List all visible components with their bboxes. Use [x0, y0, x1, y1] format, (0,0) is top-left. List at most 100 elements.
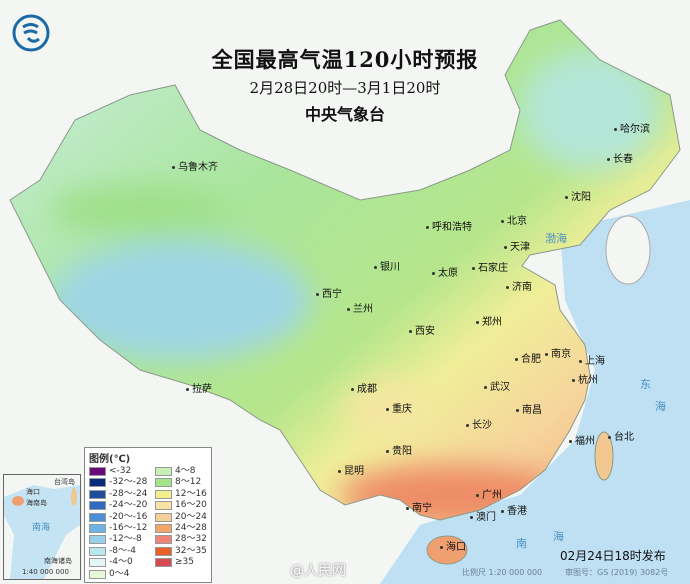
- legend-swatch: [155, 524, 172, 533]
- legend-label: 20～24: [175, 511, 207, 522]
- city-label: 南昌: [516, 405, 542, 416]
- legend-swatch: [89, 512, 106, 522]
- city-label: 天津: [504, 242, 530, 253]
- legend-swatch: [155, 501, 172, 511]
- city-label: 贵阳: [386, 446, 412, 457]
- legend-item: -12～-8: [89, 534, 142, 545]
- city-label: 银川: [374, 262, 400, 273]
- cma-logo-icon: [12, 14, 50, 52]
- city-label: 石家庄: [472, 263, 508, 274]
- city-label: 南宁: [406, 503, 432, 514]
- city-label: 广州: [476, 490, 502, 501]
- legend-swatch: [89, 524, 106, 533]
- city-label: 香港: [501, 506, 527, 517]
- sea-label: 海: [655, 400, 666, 413]
- inset-label: 南海诸岛: [44, 557, 72, 565]
- legend-label: 16～20: [175, 500, 207, 511]
- legend-label: -12～-8: [109, 534, 142, 545]
- northeast-cool-zone: [520, 50, 660, 170]
- city-label: 北京: [501, 216, 527, 227]
- legend-label: <-32: [109, 466, 132, 476]
- legend-label: 28～32: [175, 534, 207, 545]
- legend-label: -4～0: [109, 557, 133, 568]
- legend-label: 4～8: [175, 466, 196, 476]
- city-label: 拉萨: [186, 384, 212, 395]
- map-title: 全国最高气温120小时预报: [211, 47, 479, 72]
- legend: 图例(℃) <-32 -32～-28 -28～-24 -24～-20 -20～-16 -1…: [84, 447, 212, 583]
- sea-label: 渤海: [545, 232, 567, 245]
- legend-label: -24～-20: [109, 500, 148, 511]
- city-label: 福州: [569, 436, 595, 447]
- legend-swatch: [155, 478, 172, 488]
- city-label: 呼和浩特: [426, 222, 472, 233]
- legend-swatch: [89, 501, 106, 511]
- legend-label: -8～-4: [109, 545, 136, 556]
- city-label: 台北: [608, 432, 634, 443]
- legend-swatch: [155, 546, 172, 556]
- legend-item: <-32: [89, 466, 131, 477]
- city-label: 重庆: [386, 404, 412, 415]
- legend-item: -24～-20: [89, 500, 147, 511]
- tarim-warm-zone: [50, 185, 230, 235]
- legend-item: 8～12: [155, 477, 201, 488]
- legend-label: 8～12: [175, 477, 202, 488]
- city-label: 太原: [432, 268, 458, 279]
- city-label: 西宁: [316, 289, 342, 300]
- legend-swatch: [89, 558, 106, 568]
- legend-item: 32～35: [155, 546, 207, 557]
- legend-label: 12～16: [175, 488, 207, 499]
- legend-title: 图例(℃): [89, 454, 131, 465]
- city-label: 合肥: [515, 354, 541, 365]
- legend-swatch: [155, 535, 172, 545]
- legend-label: -28～-24: [109, 488, 148, 499]
- city-label: 济南: [506, 282, 532, 293]
- legend-swatch: [155, 467, 172, 476]
- legend-item: -4～0: [89, 557, 133, 568]
- legend-label: -20～-16: [109, 511, 148, 522]
- legend-item: -20～-16: [89, 512, 147, 523]
- watermark: @人民网: [290, 563, 346, 579]
- legend-swatch: [89, 535, 106, 545]
- city-label: 澳门: [470, 512, 496, 523]
- legend-item: 24～28: [155, 523, 207, 534]
- legend-item: ≥35: [155, 557, 194, 568]
- map-approval-number: 审图号：GS (2019) 3082号: [565, 568, 669, 577]
- city-label: 乌鲁木齐: [172, 162, 218, 173]
- issue-time: 02月24日18时发布: [560, 549, 666, 563]
- city-label: 长沙: [466, 420, 492, 431]
- legend-label: 32～35: [175, 545, 207, 556]
- legend-label: ≥35: [175, 557, 194, 568]
- legend-item: -8～-4: [89, 546, 136, 557]
- sea-label: 南: [516, 537, 527, 550]
- city-label: 昆明: [338, 466, 364, 477]
- tibet-cool-zone: [50, 240, 310, 360]
- city-label: 南京: [545, 349, 571, 360]
- city-label: 哈尔滨: [614, 124, 650, 135]
- legend-swatch: [89, 569, 106, 579]
- sea-label: 海: [553, 530, 564, 543]
- legend-swatch: [155, 489, 172, 499]
- legend-swatch: [89, 489, 106, 499]
- map-scale: 比例尺 1:20 000 000: [462, 568, 543, 577]
- legend-label: -32～-28: [109, 477, 148, 488]
- city-label: 沈阳: [565, 192, 591, 203]
- legend-swatch: [155, 512, 172, 522]
- legend-swatch: [89, 546, 106, 556]
- legend-swatch: [89, 478, 106, 488]
- legend-item: -16～-12: [89, 523, 147, 534]
- taiwan-island: [594, 431, 614, 481]
- inset-scale: 1:40 000 000: [22, 568, 69, 576]
- legend-swatch: [155, 558, 172, 568]
- legend-label: -16～-12: [109, 523, 148, 533]
- legend-label: 24～28: [175, 523, 207, 533]
- hainan-island: [426, 535, 468, 565]
- city-label: 郑州: [476, 317, 502, 328]
- legend-label: 0～4: [109, 568, 130, 579]
- sea-area: [380, 200, 690, 584]
- city-label: 杭州: [572, 375, 598, 386]
- inset-label: 海口: [26, 488, 40, 496]
- city-label: 上海: [579, 356, 605, 367]
- legend-item: 4～8: [155, 466, 195, 477]
- city-label: 西安: [409, 326, 435, 337]
